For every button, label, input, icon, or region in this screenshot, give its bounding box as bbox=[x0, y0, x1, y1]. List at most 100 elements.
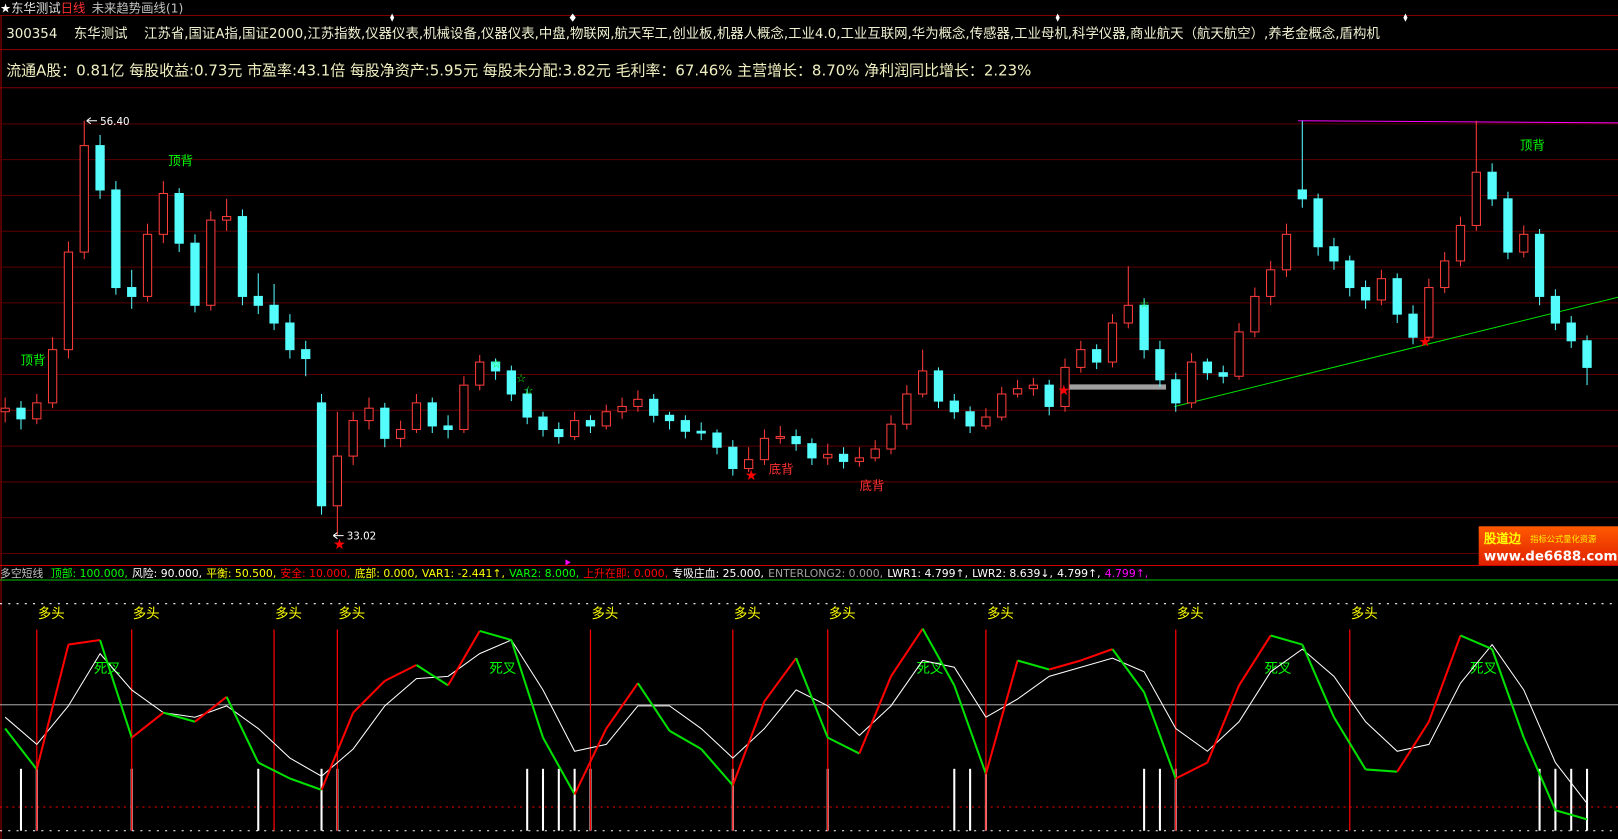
candle[interactable] bbox=[1424, 278, 1434, 341]
candle[interactable] bbox=[870, 440, 880, 462]
candle[interactable] bbox=[1107, 314, 1118, 368]
candle[interactable] bbox=[1234, 323, 1244, 380]
candle[interactable] bbox=[1392, 273, 1402, 324]
candle[interactable] bbox=[158, 181, 168, 244]
candle[interactable] bbox=[1313, 193, 1323, 256]
candle[interactable] bbox=[237, 209, 248, 306]
candle[interactable] bbox=[918, 349, 928, 398]
candle[interactable] bbox=[1139, 298, 1149, 359]
candle[interactable] bbox=[221, 198, 232, 231]
trend-line[interactable] bbox=[1174, 296, 1618, 408]
candle[interactable] bbox=[459, 376, 469, 434]
candle[interactable] bbox=[63, 241, 74, 359]
candle[interactable] bbox=[206, 211, 216, 311]
candle[interactable] bbox=[253, 273, 263, 315]
candle[interactable] bbox=[332, 411, 342, 536]
candle[interactable] bbox=[775, 425, 785, 444]
candle[interactable] bbox=[838, 447, 849, 469]
candle[interactable] bbox=[1171, 372, 1181, 412]
candle[interactable] bbox=[1155, 340, 1165, 387]
candle[interactable] bbox=[1440, 252, 1450, 293]
candle[interactable] bbox=[696, 422, 706, 441]
candle[interactable] bbox=[1202, 358, 1213, 380]
candle[interactable] bbox=[316, 393, 327, 515]
candle[interactable] bbox=[0, 397, 10, 423]
candle[interactable] bbox=[1218, 365, 1228, 384]
candle[interactable] bbox=[633, 390, 643, 412]
candle[interactable] bbox=[1550, 289, 1561, 331]
candle[interactable] bbox=[301, 340, 311, 377]
candle[interactable] bbox=[1566, 315, 1576, 348]
candle[interactable] bbox=[443, 415, 453, 439]
candle[interactable] bbox=[95, 134, 105, 199]
candle[interactable] bbox=[902, 385, 912, 430]
candle[interactable] bbox=[395, 420, 406, 448]
candle[interactable] bbox=[1503, 191, 1513, 260]
candle[interactable] bbox=[585, 415, 596, 434]
candle[interactable] bbox=[823, 443, 833, 465]
candle[interactable] bbox=[1329, 237, 1339, 270]
candle[interactable] bbox=[1012, 379, 1023, 398]
candle[interactable] bbox=[649, 393, 659, 423]
candle[interactable] bbox=[1408, 305, 1418, 345]
candle[interactable] bbox=[1345, 255, 1355, 297]
candle[interactable] bbox=[933, 367, 944, 409]
candle[interactable] bbox=[1250, 287, 1260, 338]
candle[interactable] bbox=[744, 447, 754, 473]
candle[interactable] bbox=[1534, 228, 1545, 306]
candle[interactable] bbox=[807, 438, 817, 465]
candle[interactable] bbox=[1376, 269, 1387, 306]
candle[interactable] bbox=[965, 406, 975, 434]
candle[interactable] bbox=[554, 422, 564, 444]
candle[interactable] bbox=[1519, 225, 1529, 258]
candle[interactable] bbox=[111, 181, 121, 295]
candle[interactable] bbox=[712, 429, 722, 455]
candle[interactable] bbox=[680, 415, 691, 439]
candle[interactable] bbox=[79, 120, 89, 260]
candle[interactable] bbox=[1582, 335, 1592, 386]
candle[interactable] bbox=[1076, 340, 1086, 373]
candle[interactable] bbox=[601, 404, 611, 430]
resistance-line[interactable] bbox=[1298, 120, 1618, 124]
candle[interactable] bbox=[617, 397, 627, 419]
candle[interactable] bbox=[1297, 120, 1307, 208]
candle[interactable] bbox=[1092, 344, 1102, 370]
candle[interactable] bbox=[1123, 266, 1133, 329]
candle[interactable] bbox=[190, 234, 200, 313]
candle[interactable] bbox=[949, 393, 959, 419]
candle[interactable] bbox=[538, 411, 548, 437]
candle[interactable] bbox=[380, 402, 390, 448]
period-label[interactable]: 日线 bbox=[61, 1, 86, 15]
candle[interactable] bbox=[1487, 163, 1497, 206]
candle[interactable] bbox=[348, 411, 358, 465]
candle[interactable] bbox=[886, 415, 896, 455]
candle[interactable] bbox=[411, 393, 422, 434]
candle[interactable] bbox=[522, 388, 532, 425]
candle[interactable] bbox=[1044, 379, 1054, 416]
candle[interactable] bbox=[490, 358, 501, 380]
candle[interactable] bbox=[1186, 353, 1197, 409]
candle[interactable] bbox=[285, 314, 295, 359]
candle[interactable] bbox=[427, 397, 437, 434]
candle[interactable] bbox=[997, 386, 1007, 421]
candle[interactable] bbox=[1471, 120, 1481, 231]
candle[interactable] bbox=[728, 440, 738, 476]
candle[interactable] bbox=[664, 411, 675, 430]
candle[interactable] bbox=[174, 188, 184, 253]
candle[interactable] bbox=[364, 397, 374, 430]
candle[interactable] bbox=[791, 429, 801, 451]
candle[interactable] bbox=[1028, 378, 1039, 396]
candle[interactable] bbox=[569, 411, 580, 441]
candle[interactable] bbox=[506, 365, 517, 402]
candle[interactable] bbox=[1060, 358, 1070, 412]
candle[interactable] bbox=[759, 429, 770, 465]
candle[interactable] bbox=[1360, 280, 1371, 309]
candle[interactable] bbox=[47, 337, 58, 409]
candle[interactable] bbox=[1281, 223, 1292, 277]
candle[interactable] bbox=[1455, 216, 1466, 267]
candle[interactable] bbox=[142, 223, 153, 302]
candle[interactable] bbox=[1266, 260, 1276, 306]
candle[interactable] bbox=[16, 401, 26, 430]
scroll-marker-icon[interactable] bbox=[565, 559, 571, 566]
